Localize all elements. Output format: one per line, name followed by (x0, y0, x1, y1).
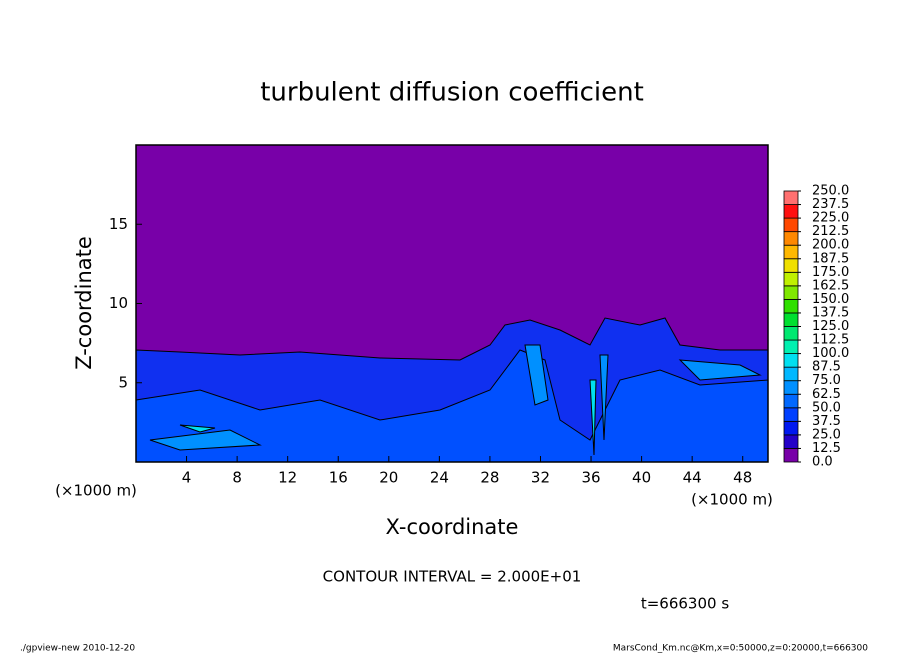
colorbar-bin (783, 448, 799, 463)
x-tick-label: 12 (278, 469, 297, 487)
colorbar-bin (783, 190, 799, 205)
colorbar-label: 175.0 (812, 265, 849, 280)
chart-title: turbulent diffusion coefficient (260, 78, 644, 108)
field-layer (135, 317, 769, 463)
colorbar-label: 25.0 (812, 427, 841, 442)
colorbar-label: 150.0 (812, 292, 849, 307)
colorbar-label: 50.0 (812, 400, 841, 415)
colorbar-bin (783, 393, 799, 409)
y-tick-label: 5 (118, 373, 128, 391)
colorbar-bin (783, 420, 799, 436)
colorbar-label: 12.5 (812, 441, 841, 456)
colorbar-label: 125.0 (812, 319, 849, 334)
colorbar-label: 137.5 (812, 305, 849, 320)
footer-right: MarsCond_Km.nc@Km,x=0:50000,z=0:20000,t=… (613, 644, 868, 654)
colorbar-label: 250.0 (812, 184, 849, 199)
colorbar-bin (783, 312, 799, 327)
colorbar-label: 37.5 (812, 414, 841, 429)
colorbar-bin (783, 298, 799, 314)
colorbar-bin (783, 326, 799, 341)
x-tick-label: 24 (430, 469, 449, 487)
x-tick-label: 8 (232, 469, 242, 487)
x-tick-label: 44 (683, 469, 702, 487)
colorbar-label: 200.0 (812, 238, 849, 253)
colorbar-label: 162.5 (812, 278, 849, 293)
colorbar-bin (783, 231, 799, 246)
x-tick-label: 16 (329, 469, 348, 487)
y-tick-label: 10 (109, 294, 128, 312)
colorbar-label: 237.5 (812, 197, 849, 212)
footer-left: ./gpview-new 2010-12-20 (20, 644, 135, 654)
colorbar-bin (783, 434, 799, 449)
x-tick-label: 28 (480, 469, 499, 487)
x-tick-label: 40 (632, 469, 651, 487)
y-tick-label: 15 (109, 215, 128, 233)
colorbar-label: 187.5 (812, 251, 849, 266)
colorbar-bin (783, 217, 799, 233)
time-label: t=666300 s (641, 595, 729, 613)
x-tick-label: 20 (379, 469, 398, 487)
colorbar-bin (783, 285, 799, 300)
colorbar-label: 112.5 (812, 333, 849, 348)
colorbar-bin (783, 271, 799, 287)
x-tick-label: 48 (733, 469, 752, 487)
colorbar-bin (783, 204, 799, 219)
colorbar-bin (783, 258, 799, 273)
colorbar-bin (783, 244, 799, 260)
x-tick-label: 4 (182, 469, 192, 487)
colorbar-label: 0.0 (812, 455, 833, 470)
colorbar-bin (783, 366, 799, 382)
x-tick-label: 32 (531, 469, 550, 487)
x-tick-label: 36 (581, 469, 600, 487)
colorbar-bin (783, 353, 799, 368)
x-unit-label: (×1000 m) (55, 482, 137, 500)
field-region (149, 344, 762, 451)
annotation: CONTOUR INTERVAL = 2.000E+01 (323, 568, 582, 586)
colorbar-label: 62.5 (812, 387, 841, 402)
colorbar-bin (783, 339, 799, 354)
field-region (179, 379, 597, 456)
colorbar-label: 100.0 (812, 346, 849, 361)
colorbar-label: 75.0 (812, 373, 841, 388)
colorbar-bin (783, 407, 799, 422)
x-axis-label: X-coordinate (386, 515, 519, 539)
colorbar-bin (783, 380, 799, 395)
colorbar-label: 225.0 (812, 211, 849, 226)
colorbar-label: 212.5 (812, 224, 849, 239)
y-axis-label: Z-coordinate (72, 236, 96, 370)
x-unit-label: (×1000 m) (691, 491, 773, 509)
colorbar-label: 87.5 (812, 360, 841, 375)
